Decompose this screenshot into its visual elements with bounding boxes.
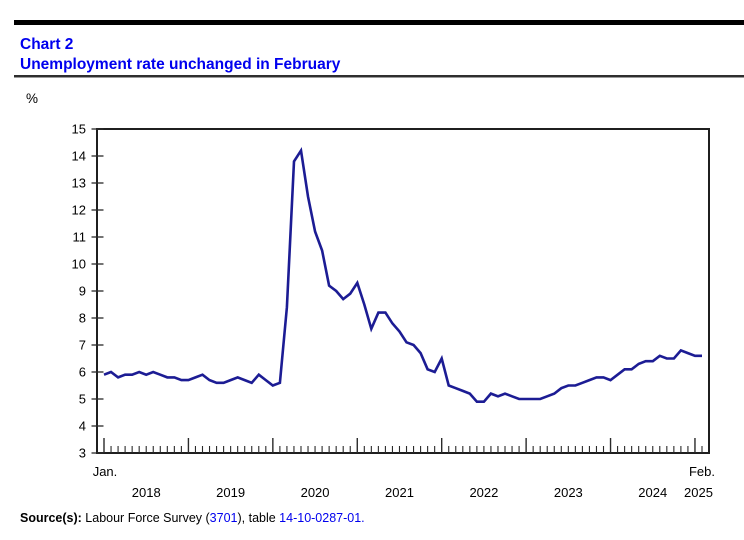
y-tick-label: 8 [79, 311, 86, 326]
unemployment-rate-line [103, 147, 702, 404]
line-chart-svg: 3 4 5 6 7 8 9 10 11 12 13 14 15 Jan. Feb. 2018 2019 2020 2… [72, 122, 715, 501]
source-prefix: Source(s): [20, 511, 82, 525]
y-tick-label: 12 [72, 203, 86, 218]
year-label: 2018 [132, 485, 161, 500]
year-label: 2023 [554, 485, 583, 500]
x-start-label: Jan. [93, 464, 118, 479]
year-label: 2024 [638, 485, 667, 500]
y-tick-label: 13 [72, 176, 86, 191]
x-axis: Jan. Feb. 2018 2019 2020 2021 2022 2023 2024 2025 [93, 438, 715, 500]
y-axis: 3 4 5 6 7 8 9 10 11 12 13 14 15 [72, 122, 104, 461]
y-tick-label: 4 [79, 419, 86, 434]
year-label: 2022 [469, 485, 498, 500]
y-axis-unit-label: % [26, 91, 39, 106]
year-label: 2019 [216, 485, 245, 500]
y-tick-label: 5 [79, 392, 86, 407]
y-tick-label: 9 [79, 284, 86, 299]
chart-title: Unemployment rate unchanged in February [20, 56, 341, 73]
top-rule [14, 20, 744, 25]
plot-border [96, 128, 710, 454]
survey-number-link[interactable]: 3701 [209, 511, 238, 525]
chart-header: Chart 2 Unemployment rate unchanged in F… [20, 35, 730, 75]
y-tick-label: 7 [79, 338, 86, 353]
unemployment-rate-chart: 3 4 5 6 7 8 9 10 11 12 13 14 15 Jan. Feb. 2018 2019 2020 2… [0, 85, 744, 515]
y-tick-label: 11 [73, 230, 87, 245]
y-tick-label: 3 [79, 446, 86, 461]
table-number-link[interactable]: 14-10-0287-01. [279, 511, 365, 525]
y-tick-label: 15 [72, 122, 86, 137]
title-rule [14, 75, 744, 78]
source-line: Source(s): Labour Force Survey (3701), t… [20, 511, 365, 525]
y-tick-label: 6 [79, 365, 86, 380]
year-label: 2020 [301, 485, 330, 500]
source-text-1: Labour Force Survey ( [81, 511, 210, 525]
year-label: 2025 [684, 485, 713, 500]
year-label: 2021 [385, 485, 414, 500]
x-end-label: Feb. [689, 464, 715, 479]
y-tick-label: 10 [72, 257, 86, 272]
chart-label: Chart 2 [20, 36, 74, 53]
source-text-2: ), table [237, 511, 280, 525]
y-tick-label: 14 [72, 149, 86, 164]
